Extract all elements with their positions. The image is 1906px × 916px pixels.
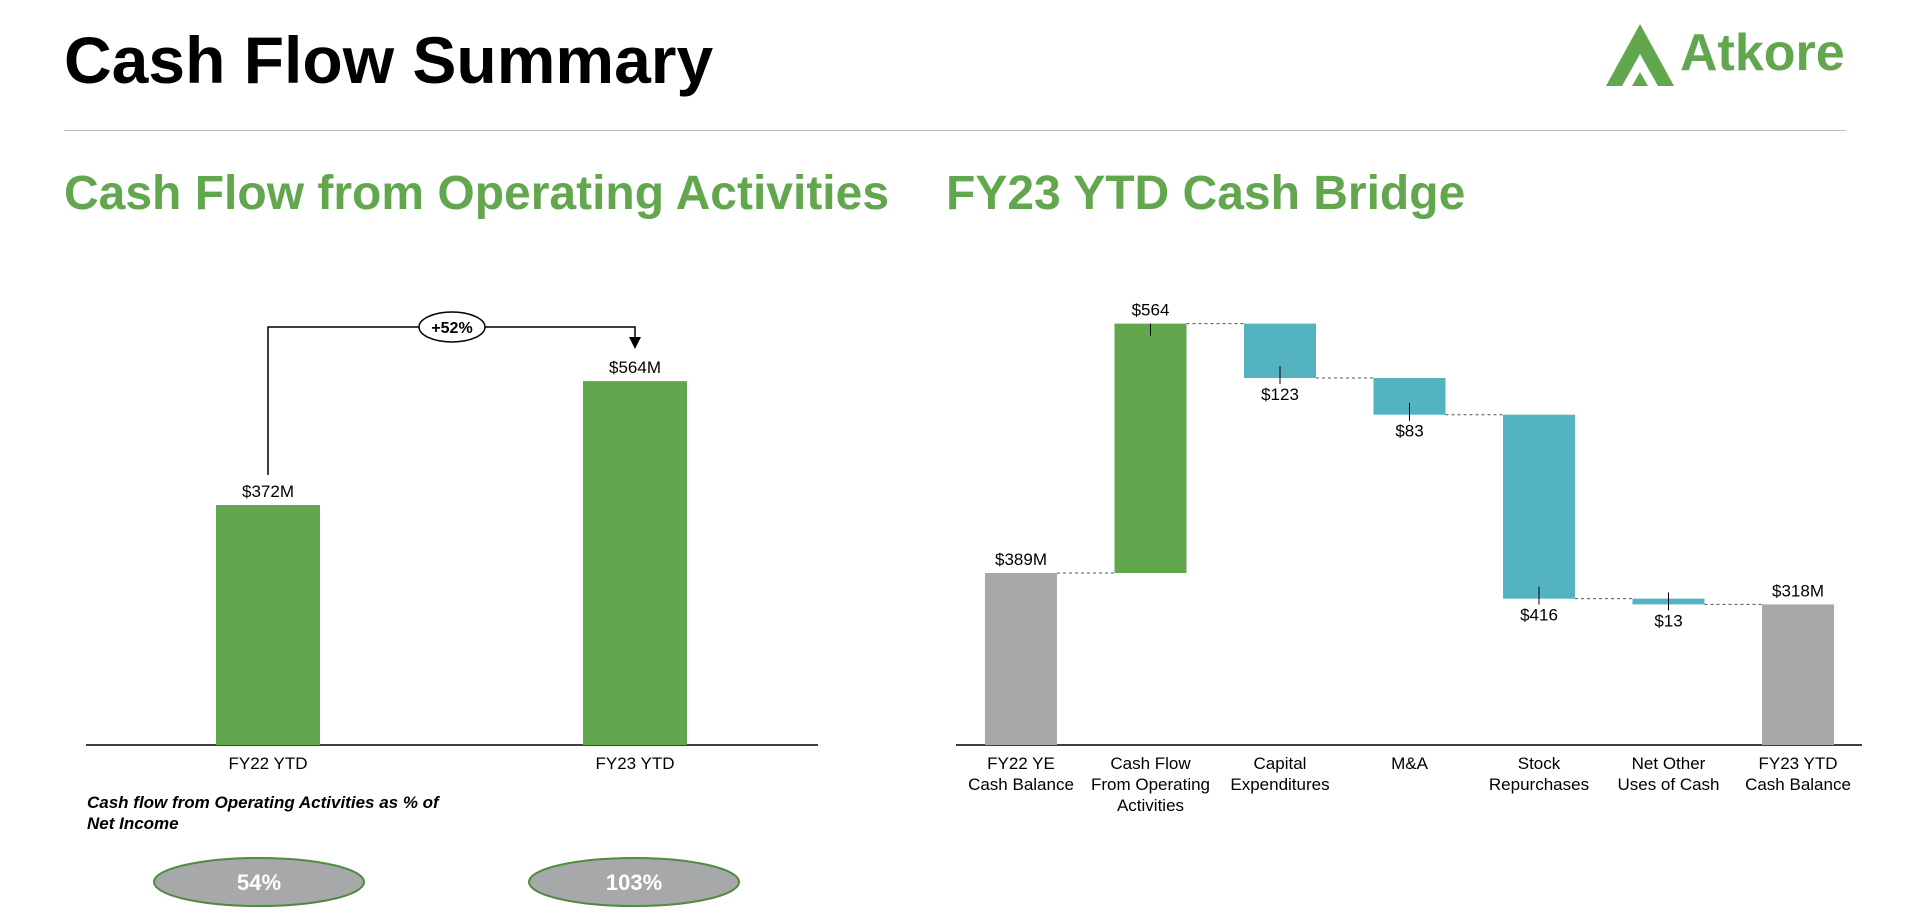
atkore-logo-text: Atkore (1680, 24, 1845, 82)
waterfall-bar-4 (1503, 414, 1575, 599)
waterfall-category-label-5: Net Other Uses of Cash (1617, 754, 1719, 794)
bar-1 (583, 381, 687, 745)
waterfall-category-line: FY23 YTD (1758, 754, 1837, 773)
waterfall-category-line: Net Other (1632, 754, 1706, 773)
growth-badge (418, 311, 486, 343)
operating-cash-flow-title: Cash Flow from Operating Activities (64, 167, 890, 220)
waterfall-bar-0 (985, 573, 1057, 745)
waterfall-category-line: Expenditures (1230, 775, 1329, 794)
atkore-logo: Atkore (1606, 24, 1845, 86)
waterfall-data-label-4: $416 (1520, 606, 1558, 625)
growth-badge-label: +52% (431, 320, 472, 337)
operating-cash-flow-chart: $372M FY22 YTD $564M FY23 YTD +52% 54% 103% (86, 311, 818, 907)
data-label-0: $372M (242, 482, 294, 501)
waterfall-category-label-4: Stock Repurchases (1489, 754, 1589, 794)
data-label-1: $564M (609, 358, 661, 377)
waterfall-data-label-3: $83 (1395, 422, 1423, 441)
page-title: Cash Flow Summary (64, 23, 714, 97)
waterfall-category-line: From Operating (1091, 775, 1210, 794)
waterfall-data-label-1: $564 (1132, 301, 1170, 320)
waterfall-category-line: Uses of Cash (1617, 775, 1719, 794)
header-divider (64, 130, 1846, 131)
waterfall-category-line: FY22 YE (987, 754, 1055, 773)
waterfall-bar-1 (1114, 323, 1187, 573)
waterfall-category-label-1: Cash Flow From Operating Activities (1091, 754, 1210, 815)
arrow-down-icon (629, 337, 641, 349)
net-income-percent-oval-1 (528, 857, 740, 907)
waterfall-data-label-6: $318M (1772, 581, 1824, 600)
waterfall-data-label-0: $389M (995, 550, 1047, 569)
net-income-percent-caption: Cash flow from Operating Activities as %… (87, 793, 439, 833)
waterfall-category-label-6: FY23 YTD Cash Balance (1745, 754, 1851, 794)
waterfall-category-line: Cash Flow (1110, 754, 1191, 773)
net-income-percent-oval-0 (153, 857, 365, 907)
net-income-percent-value-1: 103% (606, 870, 662, 895)
bar-0 (216, 505, 320, 745)
waterfall-category-line: Capital (1254, 754, 1307, 773)
waterfall-data-label-2: $123 (1261, 385, 1299, 404)
waterfall-bar-6 (1762, 604, 1834, 745)
category-label-0: FY22 YTD (228, 754, 307, 773)
waterfall-category-line: M&A (1391, 754, 1429, 773)
cash-bridge-title: FY23 YTD Cash Bridge (946, 167, 1466, 220)
waterfall-category-line: Activities (1117, 796, 1184, 815)
waterfall-category-label-3: M&A (1391, 754, 1429, 773)
waterfall-category-label-0: FY22 YE Cash Balance (968, 754, 1074, 794)
waterfall-category-line: Stock (1518, 754, 1561, 773)
net-income-percent-value-0: 54% (237, 870, 281, 895)
waterfall-data-label-5: $13 (1654, 611, 1682, 630)
atkore-logo-mark-icon (1606, 24, 1674, 86)
waterfall-category-line: Cash Balance (1745, 775, 1851, 794)
category-label-1: FY23 YTD (595, 754, 674, 773)
waterfall-category-label-2: Capital Expenditures (1230, 754, 1329, 794)
waterfall-category-line: Repurchases (1489, 775, 1589, 794)
waterfall-category-line: Cash Balance (968, 775, 1074, 794)
